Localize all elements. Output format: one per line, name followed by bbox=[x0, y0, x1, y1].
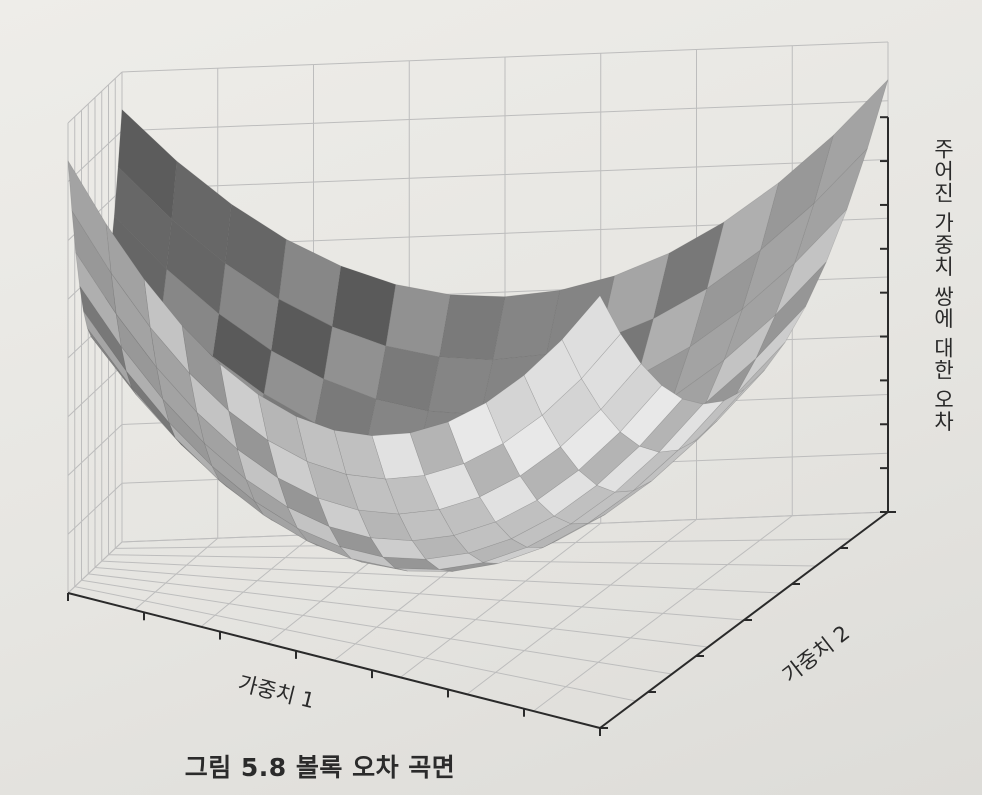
surface-patch bbox=[306, 460, 359, 511]
grid-line bbox=[466, 519, 697, 695]
surface-patch bbox=[323, 326, 387, 400]
surface-patch bbox=[331, 265, 396, 347]
grid-line bbox=[101, 560, 781, 594]
grid-line bbox=[67, 71, 123, 124]
axis-label-weight-2: 가중치 2 bbox=[778, 621, 854, 688]
surface-patch bbox=[438, 294, 506, 361]
surface-patch bbox=[75, 252, 122, 347]
surface-patch bbox=[705, 314, 776, 404]
grid-line bbox=[533, 515, 793, 712]
surface-patch bbox=[166, 218, 226, 315]
surface-patch bbox=[427, 356, 494, 416]
surface-patch bbox=[295, 415, 347, 475]
surface-patch bbox=[67, 160, 112, 274]
axis-label-error: 주어진 가중치 쌍에 대한 오차 bbox=[931, 138, 955, 433]
grid-line bbox=[121, 159, 889, 190]
surface-patch bbox=[105, 223, 151, 328]
surface-patch bbox=[328, 526, 384, 558]
surface-patch bbox=[438, 496, 496, 536]
surface-patch bbox=[211, 465, 264, 515]
surface-patch bbox=[578, 431, 640, 486]
surface-patch bbox=[485, 374, 543, 444]
surface-patch bbox=[741, 202, 815, 311]
surface-patch bbox=[463, 443, 521, 498]
surface-patch bbox=[467, 538, 528, 563]
surface-patch bbox=[678, 389, 745, 451]
surface-patch bbox=[385, 284, 451, 358]
surface-patch bbox=[541, 378, 602, 448]
figure-caption: 그림 5.8 볼록 오차 곡면 bbox=[184, 753, 456, 782]
surface-patch bbox=[523, 339, 582, 416]
surface-patch bbox=[79, 285, 127, 372]
surface-patch bbox=[479, 475, 538, 523]
axis-label-weight-1: 가중치 1 bbox=[236, 671, 317, 713]
error-surface bbox=[67, 79, 889, 572]
axis-weight-1 bbox=[67, 592, 601, 729]
surface-patch bbox=[181, 324, 230, 412]
surface-patch bbox=[115, 313, 163, 400]
grid-line bbox=[121, 41, 889, 73]
surface-patch bbox=[87, 327, 137, 396]
surface-patch bbox=[110, 272, 157, 368]
grid-line bbox=[121, 100, 889, 132]
surface-patch bbox=[375, 345, 440, 412]
axes bbox=[67, 116, 896, 736]
grid-line bbox=[67, 130, 123, 183]
grid-line bbox=[94, 567, 745, 621]
grid-line bbox=[400, 522, 602, 678]
